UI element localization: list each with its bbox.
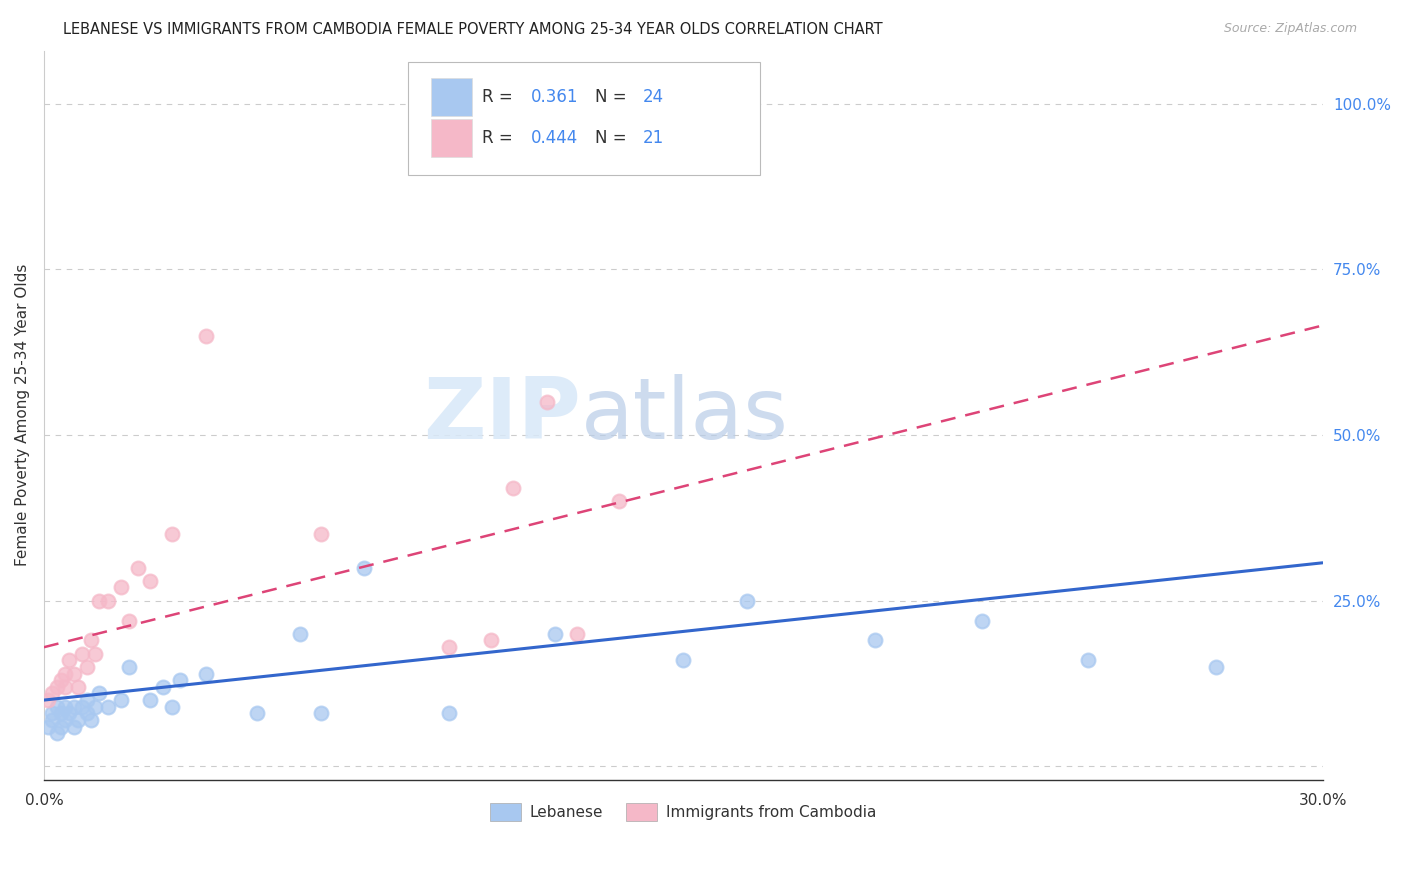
Point <box>53 680 76 694</box>
Point <box>288 627 311 641</box>
Point <box>607 494 630 508</box>
Point <box>194 328 217 343</box>
Point <box>45 680 67 694</box>
Text: N =: N = <box>595 129 631 147</box>
Point <box>970 614 993 628</box>
Point <box>139 693 162 707</box>
Point <box>97 699 120 714</box>
Point <box>62 699 84 714</box>
Point <box>89 593 111 607</box>
Point <box>863 633 886 648</box>
Point <box>70 647 93 661</box>
Text: ZIP: ZIP <box>423 374 581 457</box>
Point <box>458 96 481 111</box>
Point <box>45 726 67 740</box>
Point <box>84 647 107 661</box>
Point <box>735 593 758 607</box>
Point <box>49 673 72 688</box>
Point <box>53 666 76 681</box>
Point <box>62 666 84 681</box>
Point <box>437 640 460 654</box>
Point <box>536 395 558 409</box>
Point <box>544 627 567 641</box>
Point <box>160 699 183 714</box>
Point <box>76 660 98 674</box>
Point <box>353 560 375 574</box>
Point <box>127 560 149 574</box>
Point <box>89 686 111 700</box>
Text: LEBANESE VS IMMIGRANTS FROM CAMBODIA FEMALE POVERTY AMONG 25-34 YEAR OLDS CORREL: LEBANESE VS IMMIGRANTS FROM CAMBODIA FEM… <box>63 22 883 37</box>
Point <box>41 713 63 727</box>
Text: R =: R = <box>482 129 519 147</box>
Point <box>169 673 191 688</box>
Point <box>246 706 269 721</box>
Point <box>66 680 89 694</box>
FancyBboxPatch shape <box>408 62 761 175</box>
Text: atlas: atlas <box>581 374 789 457</box>
Point <box>118 660 141 674</box>
Point <box>80 713 103 727</box>
Text: R =: R = <box>482 87 519 105</box>
Point <box>97 593 120 607</box>
Text: 24: 24 <box>643 87 664 105</box>
Point <box>58 706 80 721</box>
Point <box>502 481 524 495</box>
Point <box>76 706 98 721</box>
FancyBboxPatch shape <box>432 120 472 157</box>
Point <box>309 527 332 541</box>
Point <box>194 666 217 681</box>
Point <box>565 627 588 641</box>
Text: N =: N = <box>595 87 631 105</box>
Text: 0.361: 0.361 <box>531 87 579 105</box>
Point <box>118 614 141 628</box>
Legend: Lebanese, Immigrants from Cambodia: Lebanese, Immigrants from Cambodia <box>484 797 883 827</box>
Point <box>53 713 76 727</box>
Point <box>41 686 63 700</box>
Point <box>481 633 503 648</box>
Point <box>1077 653 1099 667</box>
Point <box>110 581 132 595</box>
Point <box>110 693 132 707</box>
Point <box>58 653 80 667</box>
Point <box>45 699 67 714</box>
Point <box>152 680 174 694</box>
Point <box>37 693 59 707</box>
Point <box>139 574 162 588</box>
Point <box>160 527 183 541</box>
Point <box>70 699 93 714</box>
Point <box>37 720 59 734</box>
Point <box>49 720 72 734</box>
Point <box>80 633 103 648</box>
Point <box>66 713 89 727</box>
Text: 21: 21 <box>643 129 664 147</box>
Point <box>672 653 695 667</box>
Point <box>49 706 72 721</box>
Point <box>62 720 84 734</box>
Point <box>53 699 76 714</box>
Point <box>76 693 98 707</box>
FancyBboxPatch shape <box>432 78 472 116</box>
Y-axis label: Female Poverty Among 25-34 Year Olds: Female Poverty Among 25-34 Year Olds <box>15 264 30 566</box>
Point <box>1205 660 1227 674</box>
Point <box>84 699 107 714</box>
Point <box>309 706 332 721</box>
Point <box>41 706 63 721</box>
Text: 0.444: 0.444 <box>531 129 578 147</box>
Text: Source: ZipAtlas.com: Source: ZipAtlas.com <box>1223 22 1357 36</box>
Point <box>437 706 460 721</box>
